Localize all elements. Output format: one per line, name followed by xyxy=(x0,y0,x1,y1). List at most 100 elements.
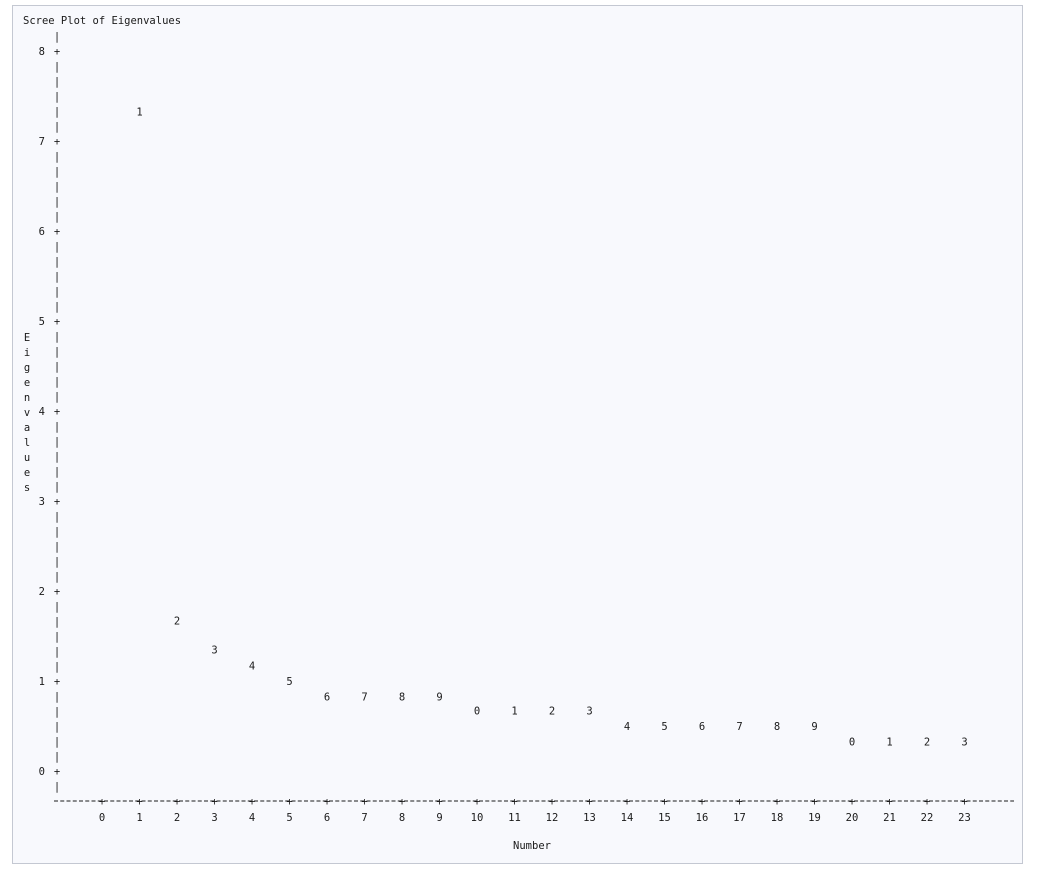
x-axis-tick-mark: + xyxy=(136,796,142,808)
y-axis-tick-mark: + xyxy=(54,586,60,598)
y-axis-label-letter: u xyxy=(24,452,30,464)
x-axis-tick-mark: + xyxy=(286,796,292,808)
y-axis-label-letter: e xyxy=(24,467,30,479)
data-point: 1 xyxy=(136,106,142,118)
x-tick-label: 3 xyxy=(211,812,217,824)
x-axis-tick-mark: + xyxy=(849,796,855,808)
data-point: 3 xyxy=(211,645,217,657)
y-axis-label-letter: a xyxy=(24,422,30,434)
y-axis-tick-mark: + xyxy=(54,136,60,148)
y-axis-line-segment: | xyxy=(54,631,60,643)
y-axis-label-letter: s xyxy=(24,482,30,494)
y-axis-line-segment: | xyxy=(54,571,60,583)
y-tick-label: 7 xyxy=(39,136,45,148)
x-axis-tick-mark: + xyxy=(474,796,480,808)
y-axis-line-segment: | xyxy=(54,616,60,628)
y-axis-line-segment: | xyxy=(54,706,60,718)
x-axis-tick-mark: + xyxy=(886,796,892,808)
x-axis-tick-mark: + xyxy=(586,796,592,808)
y-axis-line-segment: | xyxy=(54,361,60,373)
y-axis-line-segment: | xyxy=(54,31,60,43)
y-axis-tick-mark: + xyxy=(54,226,60,238)
data-point: 6 xyxy=(699,721,705,733)
y-axis-tick-mark: + xyxy=(54,676,60,688)
data-point: 1 xyxy=(511,706,517,718)
x-axis-tick-mark: + xyxy=(961,796,967,808)
y-axis-label-letter: v xyxy=(24,407,30,419)
data-points: 1 2 3 4 5 6 7 8 9 0 1 2 3 4 5 6 7 8 9 0 1 2 3 xyxy=(136,106,967,748)
y-axis-tick-mark: + xyxy=(54,316,60,328)
data-point: 8 xyxy=(774,721,780,733)
y-axis-line-segment: | xyxy=(54,166,60,178)
y-axis-label-letter: E xyxy=(24,332,30,344)
x-tick-label: 10 xyxy=(471,812,484,824)
y-tick-label: 4 xyxy=(39,406,45,418)
y-axis-line-segment: | xyxy=(54,466,60,478)
data-point: 7 xyxy=(361,691,367,703)
data-point: 7 xyxy=(736,721,742,733)
y-axis-line-segment: | xyxy=(54,601,60,613)
x-axis-tick-mark: + xyxy=(549,796,555,808)
y-axis-label-letter: n xyxy=(24,392,30,404)
y-axis-line-segment: | xyxy=(54,526,60,538)
data-point: 3 xyxy=(961,736,967,748)
y-axis-line-segment: | xyxy=(54,241,60,253)
y-axis-label-letter: i xyxy=(24,347,30,359)
y-axis-tick-mark: + xyxy=(54,766,60,778)
data-point: 0 xyxy=(849,736,855,748)
y-axis-line-segment: | xyxy=(54,286,60,298)
y-axis-line-segment: | xyxy=(54,61,60,73)
x-axis: +0 +1 +2 +3 +4 +5 +6 +7 +8 +9 +10 +11 +12 +13 +14 +15 +1… xyxy=(54,796,1014,824)
data-point: 4 xyxy=(624,721,630,733)
y-axis-line-segment: | xyxy=(54,736,60,748)
data-point: 6 xyxy=(324,691,330,703)
data-point: 9 xyxy=(811,721,817,733)
x-tick-label: 2 xyxy=(174,812,180,824)
y-axis-line-segment: | xyxy=(54,121,60,133)
data-point: 2 xyxy=(174,616,180,628)
y-axis-line-segment: | xyxy=(54,196,60,208)
x-axis-tick-mark: + xyxy=(211,796,217,808)
y-axis-tick-mark: + xyxy=(54,406,60,418)
y-axis-line-segment: | xyxy=(54,436,60,448)
data-point: 2 xyxy=(549,706,555,718)
x-tick-label: 8 xyxy=(399,812,405,824)
y-axis-label-letter: e xyxy=(24,377,30,389)
y-tick-label: 6 xyxy=(39,226,45,238)
y-axis-line-segment: | xyxy=(54,661,60,673)
y-axis-line-segment: | xyxy=(54,211,60,223)
x-tick-label: 20 xyxy=(846,812,859,824)
data-point: 8 xyxy=(399,691,405,703)
x-axis-tick-mark: + xyxy=(699,796,705,808)
y-axis-line-segment: | xyxy=(54,91,60,103)
x-axis-tick-mark: + xyxy=(774,796,780,808)
x-tick-label: 21 xyxy=(883,812,896,824)
x-tick-label: 6 xyxy=(324,812,330,824)
x-tick-label: 0 xyxy=(99,812,105,824)
y-axis-line-segment: | xyxy=(54,301,60,313)
y-axis-line-segment: | xyxy=(54,691,60,703)
x-axis-tick-mark: + xyxy=(924,796,930,808)
x-axis-tick-mark: + xyxy=(736,796,742,808)
y-axis-line-segment: | xyxy=(54,331,60,343)
x-tick-label: 23 xyxy=(958,812,971,824)
x-axis-tick-mark: + xyxy=(249,796,255,808)
y-axis-line-segment: | xyxy=(54,151,60,163)
x-tick-label: 19 xyxy=(808,812,821,824)
y-axis-line-segment: | xyxy=(54,76,60,88)
x-tick-label: 17 xyxy=(733,812,746,824)
y-tick-label: 2 xyxy=(39,586,45,598)
y-tick-label: 1 xyxy=(39,676,45,688)
y-tick-label: 0 xyxy=(39,766,45,778)
y-axis-line-segment: | xyxy=(54,346,60,358)
data-point: 3 xyxy=(586,706,592,718)
x-axis-tick-mark: + xyxy=(661,796,667,808)
x-tick-label: 5 xyxy=(286,812,292,824)
chart-title: Scree Plot of Eigenvalues xyxy=(23,15,181,27)
x-axis-tick-mark: + xyxy=(624,796,630,808)
y-axis-line-segment: | xyxy=(54,391,60,403)
y-tick-label: 5 xyxy=(39,316,45,328)
y-axis-line-segment: | xyxy=(54,271,60,283)
data-point: 5 xyxy=(286,676,292,688)
